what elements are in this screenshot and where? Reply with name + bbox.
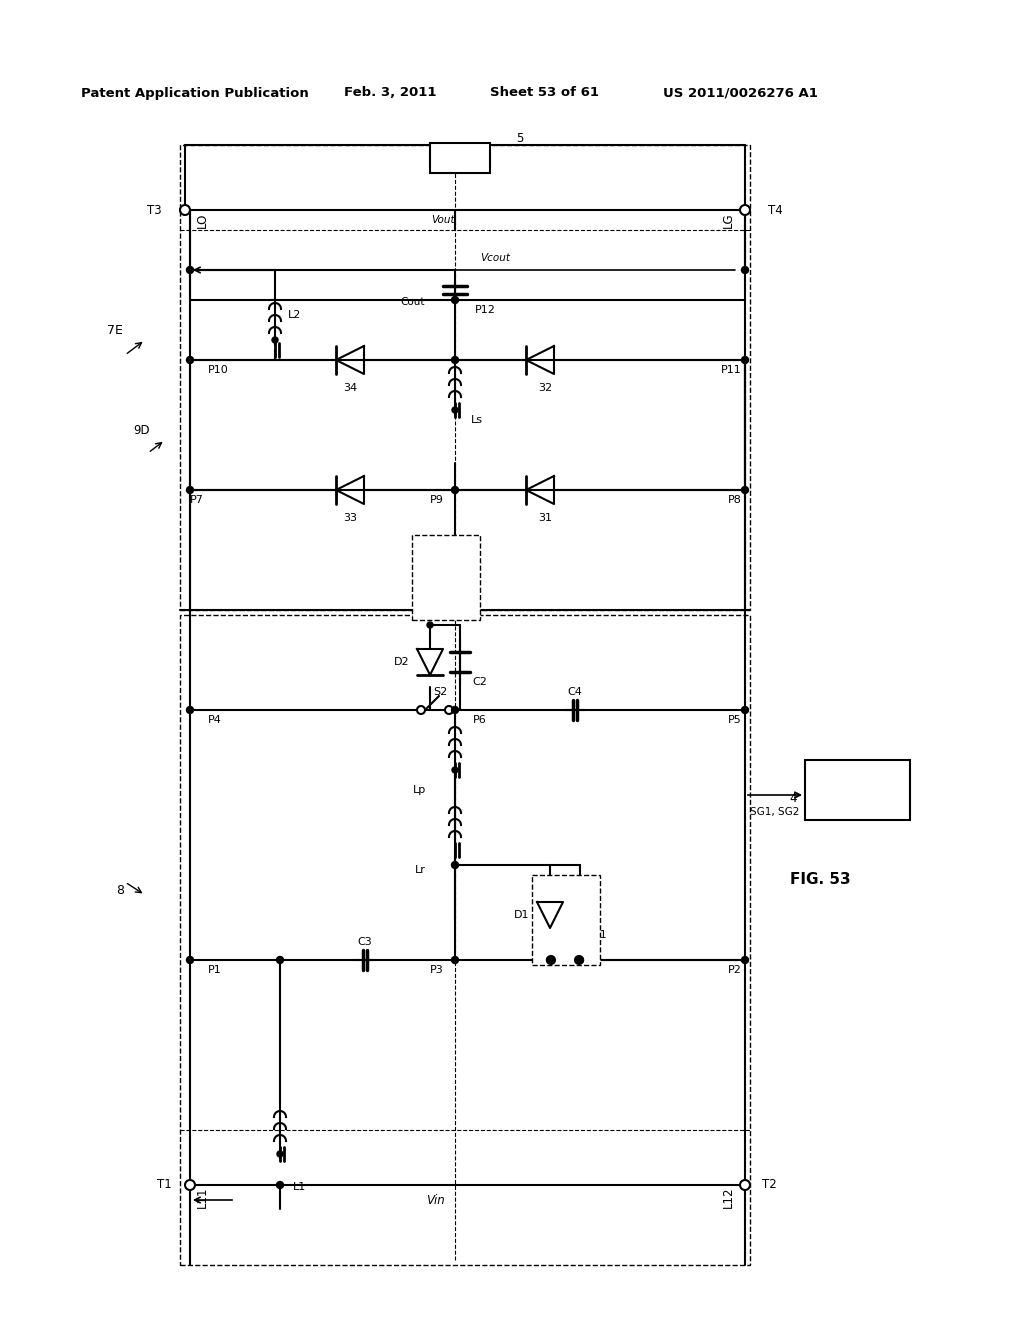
Text: L12: L12: [722, 1187, 734, 1208]
Circle shape: [186, 356, 194, 363]
Text: CONTROL: CONTROL: [829, 797, 884, 807]
Text: P10: P10: [208, 366, 228, 375]
Text: S1: S1: [563, 937, 578, 946]
Circle shape: [276, 1181, 284, 1188]
Circle shape: [547, 957, 554, 964]
Text: S2: S2: [433, 686, 447, 697]
Circle shape: [452, 862, 459, 869]
Text: P12: P12: [475, 305, 496, 315]
Text: P1: P1: [208, 965, 222, 975]
Text: L1: L1: [293, 1181, 306, 1192]
Text: P7: P7: [190, 495, 204, 506]
Text: Ls: Ls: [471, 414, 483, 425]
Circle shape: [185, 1180, 195, 1191]
Text: D2: D2: [394, 657, 410, 667]
Text: Vcout: Vcout: [480, 253, 510, 263]
Circle shape: [575, 956, 583, 964]
Circle shape: [180, 205, 190, 215]
Circle shape: [272, 337, 278, 343]
Circle shape: [452, 706, 459, 714]
Circle shape: [452, 487, 459, 494]
Text: LOAD: LOAD: [444, 153, 475, 162]
Text: P9: P9: [430, 495, 444, 506]
Text: LG: LG: [722, 213, 734, 228]
Text: C4: C4: [567, 686, 583, 697]
Circle shape: [186, 706, 194, 714]
Text: P3: P3: [430, 965, 443, 975]
Circle shape: [577, 957, 584, 964]
Text: T2: T2: [762, 1179, 777, 1192]
Circle shape: [452, 767, 458, 774]
Text: 34: 34: [343, 383, 357, 393]
Text: C3: C3: [357, 937, 373, 946]
Text: Patent Application Publication: Patent Application Publication: [81, 87, 309, 99]
Text: Lp: Lp: [414, 785, 427, 795]
Circle shape: [427, 622, 433, 628]
Circle shape: [276, 957, 284, 964]
Text: L11: L11: [196, 1187, 209, 1208]
Text: Lr: Lr: [415, 865, 425, 875]
Bar: [805, 760, 910, 820]
Text: Vout: Vout: [431, 215, 455, 224]
Bar: [430, 143, 490, 173]
Circle shape: [741, 706, 749, 714]
Text: SG1, SG2: SG1, SG2: [751, 807, 800, 817]
Bar: [180, 145, 750, 610]
Circle shape: [278, 1151, 283, 1158]
Text: Vin: Vin: [426, 1193, 444, 1206]
Text: P4: P4: [208, 715, 222, 725]
Circle shape: [452, 356, 459, 363]
Circle shape: [445, 706, 453, 714]
Text: P5: P5: [728, 715, 742, 725]
Text: 33: 33: [343, 513, 357, 523]
Circle shape: [452, 407, 458, 413]
Text: Sheet 53 of 61: Sheet 53 of 61: [490, 87, 599, 99]
Text: L2: L2: [289, 310, 302, 319]
Text: 32: 32: [538, 383, 552, 393]
Bar: [412, 535, 480, 620]
Circle shape: [740, 205, 750, 215]
Text: D1: D1: [514, 909, 529, 920]
Circle shape: [741, 356, 749, 363]
Text: P2: P2: [728, 965, 742, 975]
Text: T3: T3: [147, 203, 162, 216]
Circle shape: [186, 487, 194, 494]
Text: C2: C2: [472, 677, 487, 686]
Text: T1: T1: [158, 1179, 172, 1192]
Text: 8: 8: [116, 883, 124, 896]
Text: P11: P11: [721, 366, 742, 375]
Circle shape: [741, 957, 749, 964]
Text: P6: P6: [473, 715, 486, 725]
Text: FIG. 53: FIG. 53: [790, 873, 850, 887]
Text: 7E: 7E: [108, 323, 123, 337]
Text: 5: 5: [516, 132, 523, 144]
Text: Feb. 3, 2011: Feb. 3, 2011: [344, 87, 436, 99]
Circle shape: [740, 1180, 750, 1191]
Text: LO: LO: [196, 213, 209, 227]
Circle shape: [741, 267, 749, 273]
Bar: [532, 875, 600, 965]
Text: 4: 4: [790, 792, 797, 804]
Circle shape: [186, 957, 194, 964]
Circle shape: [452, 957, 459, 964]
Text: 9D: 9D: [134, 424, 151, 437]
Text: C1: C1: [593, 931, 607, 940]
Bar: [180, 615, 750, 1265]
Text: P8: P8: [728, 495, 742, 506]
Circle shape: [417, 706, 425, 714]
Circle shape: [547, 956, 555, 964]
Text: Cout: Cout: [400, 297, 425, 308]
Circle shape: [186, 267, 194, 273]
Text: 31: 31: [538, 513, 552, 523]
Text: T4: T4: [768, 203, 782, 216]
Circle shape: [452, 297, 459, 304]
Text: CIRCUIT: CIRCUIT: [835, 780, 879, 789]
Circle shape: [741, 487, 749, 494]
Text: US 2011/0026276 A1: US 2011/0026276 A1: [663, 87, 817, 99]
